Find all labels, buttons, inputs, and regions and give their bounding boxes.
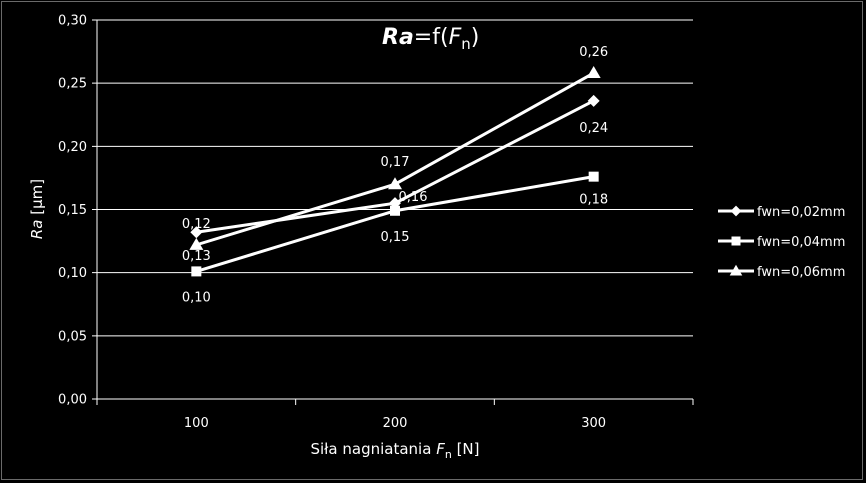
legend: fwn=0,02mm fwn=0,04mm fwn=0,06mm <box>712 195 860 290</box>
y-tick-label: 0,25 <box>58 77 87 92</box>
x-tick-label: 200 <box>383 416 408 431</box>
square-marker <box>731 236 741 246</box>
x-axis <box>96 398 694 405</box>
data-label: 0,17 <box>381 155 410 170</box>
square-marker <box>191 266 202 277</box>
triangle-marker <box>586 66 601 79</box>
data-label: 0,18 <box>579 193 608 208</box>
square-marker <box>588 171 599 182</box>
x-tick-label: 300 <box>581 416 606 431</box>
xlabel-sub: n <box>445 448 452 461</box>
square-marker <box>390 205 400 216</box>
series-group <box>189 66 601 277</box>
title-eq: =f( <box>414 25 449 50</box>
legend-label: fwn=0,06mm <box>757 265 845 280</box>
data-label: 0,12 <box>182 217 211 232</box>
data-label: 0,10 <box>182 290 211 305</box>
title-f: F <box>449 25 462 50</box>
y-axis-title: Ra [µm] <box>28 179 46 239</box>
title-ra: Ra <box>382 25 414 50</box>
y-tick-label: 0,05 <box>58 329 87 344</box>
data-label: 0,26 <box>579 45 608 60</box>
y-tick-label: 0,20 <box>58 140 87 155</box>
legend-item: fwn=0,04mm <box>718 235 845 250</box>
title-close: ) <box>471 25 480 50</box>
diamond-marker <box>730 205 742 217</box>
y-tick-label: 0,00 <box>58 393 87 408</box>
legend-item: fwn=0,06mm <box>718 264 845 280</box>
legend-label: fwn=0,02mm <box>757 205 845 220</box>
data-label: 0,24 <box>579 121 608 136</box>
triangle-marker <box>729 264 743 276</box>
data-label: 0,15 <box>381 230 410 245</box>
y-tick-label: 0,30 <box>58 14 87 29</box>
x-tick-labels: 100 200 300 <box>184 416 606 431</box>
x-axis-title: Siła nagniatania Fn [N] <box>310 440 479 461</box>
data-label: 0,13 <box>182 249 211 264</box>
triangle-marker <box>388 177 402 190</box>
ylabel-unit: [µm] <box>28 179 46 220</box>
legend-label: fwn=0,04mm <box>757 235 845 250</box>
x-tick-label: 100 <box>184 416 209 431</box>
chart-title: Ra=f(Fn) <box>382 25 479 53</box>
data-labels-group: 0,13 0,16 0,24 0,10 0,15 0,18 0,12 0,17 0,26 <box>182 45 608 305</box>
y-tick-labels: 0,00 0,05 0,10 0,15 0,20 0,25 0,30 <box>58 14 87 408</box>
diamond-marker <box>190 226 203 239</box>
series-2 <box>191 171 599 277</box>
xlabel-f: F <box>436 440 445 458</box>
title-sub: n <box>461 35 471 53</box>
y-tick-label: 0,15 <box>58 203 87 218</box>
triangle-marker <box>189 237 204 250</box>
xlabel-suffix: [N] <box>452 440 480 458</box>
xlabel-prefix: Siła nagniatania <box>310 440 436 458</box>
legend-item: fwn=0,02mm <box>718 205 845 220</box>
y-tick-label: 0,10 <box>58 266 87 281</box>
data-label: 0,16 <box>399 190 428 205</box>
series-3 <box>189 66 601 250</box>
ylabel-ra: Ra <box>28 220 46 240</box>
diamond-marker <box>587 94 600 107</box>
